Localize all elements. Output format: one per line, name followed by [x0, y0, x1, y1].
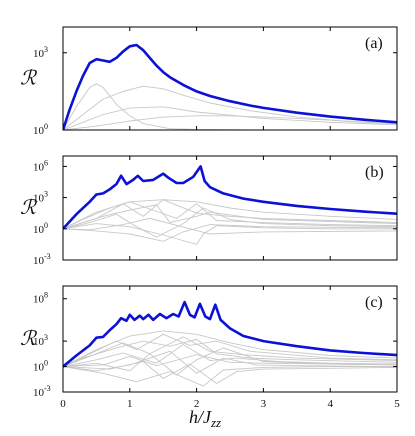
y-tick-label: 103: [33, 333, 48, 348]
panel-label-a: (a): [365, 35, 383, 52]
background-series-line: [63, 106, 397, 130]
panel-c: 10-3 100 103 108 ℛ (c) 0 1 2 3 4 5 h/Jzz: [20, 285, 400, 430]
background-series-line: [63, 201, 397, 230]
x-axis-label: h/Jzz: [189, 407, 221, 430]
axes-frame: [62, 155, 398, 261]
y-tick-label: 106: [33, 158, 48, 173]
background-series-line: [63, 347, 397, 376]
background-series-line: [63, 115, 397, 130]
background-series-line: [63, 223, 397, 245]
background-series-line: [63, 224, 397, 242]
y-tick-label: 108: [33, 291, 48, 306]
panel-label-b: (b): [365, 164, 384, 181]
background-series-line: [63, 217, 397, 235]
x-tick-label: 2: [194, 398, 200, 410]
panel-a: 100 103 ℛ (a): [20, 26, 398, 137]
x-tick-label: 5: [394, 398, 400, 410]
background-series-line: [63, 354, 397, 368]
highlight-series-line: [63, 165, 397, 230]
axes-frame: [62, 285, 398, 393]
y-tick-label: 103: [33, 190, 48, 205]
y-axis-label: ℛ: [20, 197, 38, 219]
x-tick-label: 0: [60, 398, 66, 410]
y-tick-label: 100: [33, 122, 48, 137]
y-tick-label: 10-3: [33, 252, 51, 267]
background-series-line: [63, 85, 397, 130]
plot-area-b: [63, 165, 397, 245]
x-tick-label: 3: [261, 398, 267, 410]
x-tick-label: 4: [327, 398, 333, 410]
x-tick-label: 1: [127, 398, 133, 410]
highlight-series-line: [63, 300, 397, 368]
highlight-series-line: [63, 43, 397, 130]
background-series-line: [63, 207, 397, 238]
background-series-line: [63, 204, 397, 230]
plot-area-c: [63, 300, 397, 387]
panel-label-c: (c): [365, 294, 383, 311]
y-tick-label: 100: [33, 359, 48, 374]
background-series-line: [63, 366, 397, 387]
panel-b: 10-3 100 103 106 ℛ (b): [20, 155, 398, 267]
plot-area-a: [63, 43, 397, 130]
y-axis-label: ℛ: [20, 68, 38, 90]
background-series-line: [63, 361, 397, 385]
background-series-line: [63, 350, 397, 374]
y-tick-label: 103: [33, 45, 48, 60]
background-series-line: [63, 333, 397, 368]
y-tick-label: 100: [33, 221, 48, 236]
axes-frame: [62, 26, 398, 131]
background-series-line: [63, 343, 397, 368]
background-series-line: [63, 199, 397, 230]
y-axis-label: ℛ: [20, 328, 38, 350]
y-tick-label: 10-3: [33, 384, 51, 399]
background-series-line: [63, 336, 397, 368]
